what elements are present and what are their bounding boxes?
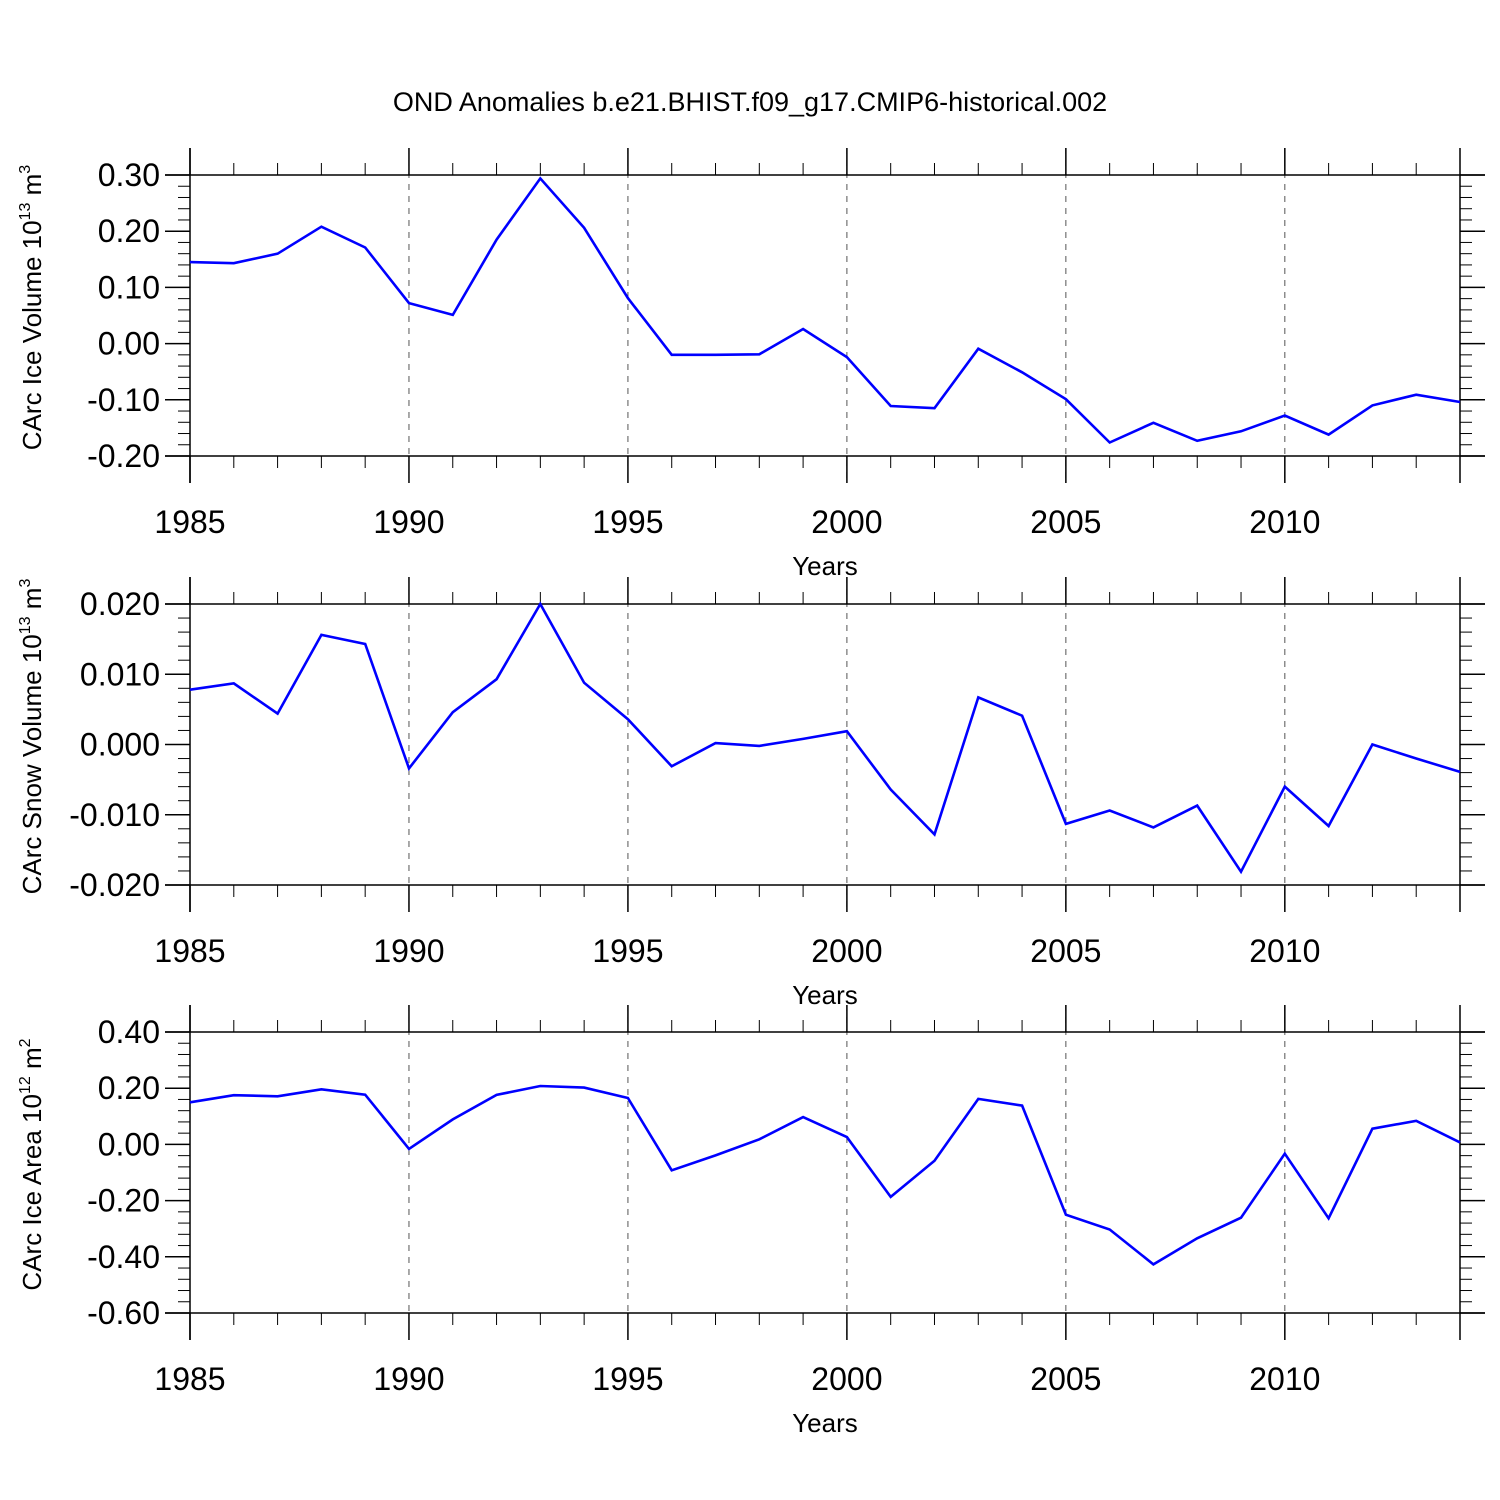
x-tick-label: 1985: [154, 504, 225, 540]
x-tick-label: 1985: [154, 1361, 225, 1397]
y-tick-label: 0.010: [80, 656, 160, 692]
x-tick-label: 2000: [811, 1361, 882, 1397]
x-tick-label: 2005: [1030, 933, 1101, 969]
series-line-1: [189, 1084, 1461, 1266]
y-axis-title: CArc Snow Volume 1013 m3: [17, 579, 47, 895]
y-tick-label: -0.20: [87, 1183, 160, 1219]
x-tick-label: 2005: [1030, 504, 1101, 540]
chart-panel-2: -0.020 -0.010 0.000 0.010 0.020 1985 1990 1995 2…: [17, 577, 1485, 1010]
y-tick-label: 0.00: [98, 326, 160, 362]
y-tick-label: -0.10: [87, 382, 160, 418]
y-tick-label: 0.20: [98, 1070, 160, 1106]
x-axis-title: Years: [792, 551, 858, 581]
x-tick-label: 2010: [1249, 933, 1320, 969]
x-tick-label: 2010: [1249, 504, 1320, 540]
y-tick-label: -0.020: [69, 867, 160, 903]
x-tick-label: 2005: [1030, 1361, 1101, 1397]
x-tick-label: 1995: [592, 1361, 663, 1397]
x-tick-label: 2010: [1249, 1361, 1320, 1397]
y-tick-label: 0.10: [98, 269, 160, 305]
chart-panel-1: -0.20 -0.10 0.00 0.10 0.20 0.30 1985 1990 1995 20…: [17, 148, 1485, 581]
y-tick-label: 0.30: [98, 157, 160, 193]
x-tick-label: 1990: [373, 933, 444, 969]
y-axis-title: CArc Ice Volume 1013 m3: [17, 165, 47, 450]
x-tick-label: 2000: [811, 933, 882, 969]
y-tick-label: 0.000: [80, 727, 160, 763]
x-tick-label: 1995: [592, 504, 663, 540]
x-tick-label: 1990: [373, 504, 444, 540]
y-tick-label: -0.010: [69, 797, 160, 833]
y-tick-label: -0.40: [87, 1239, 160, 1275]
y-tick-label: -0.20: [87, 438, 160, 474]
panels: -0.20 -0.10 0.00 0.10 0.20 0.30 1985 1990 1995 20…: [17, 148, 1485, 1438]
y-tick-label: 0.020: [80, 586, 160, 622]
figure-title: OND Anomalies b.e21.BHIST.f09_g17.CMIP6-…: [393, 87, 1107, 117]
x-tick-label: 1990: [373, 1361, 444, 1397]
y-tick-label: -0.60: [87, 1295, 160, 1331]
x-tick-label: 2000: [811, 504, 882, 540]
y-axis-title: CArc Ice Area 1012 m2: [17, 1038, 47, 1290]
series-line-1: [189, 601, 1461, 875]
x-tick-label: 1995: [592, 933, 663, 969]
series-line-1: [189, 176, 1461, 445]
x-axis-title: Years: [792, 1408, 858, 1438]
x-axis-title: Years: [792, 980, 858, 1010]
y-tick-label: 0.00: [98, 1126, 160, 1162]
chart-panel-3: -0.60 -0.40 -0.20 0.00 0.20 0.40 1985 1990 1995 2…: [17, 1005, 1485, 1438]
y-tick-label: 0.40: [98, 1014, 160, 1050]
y-tick-label: 0.20: [98, 213, 160, 249]
x-tick-label: 1985: [154, 933, 225, 969]
